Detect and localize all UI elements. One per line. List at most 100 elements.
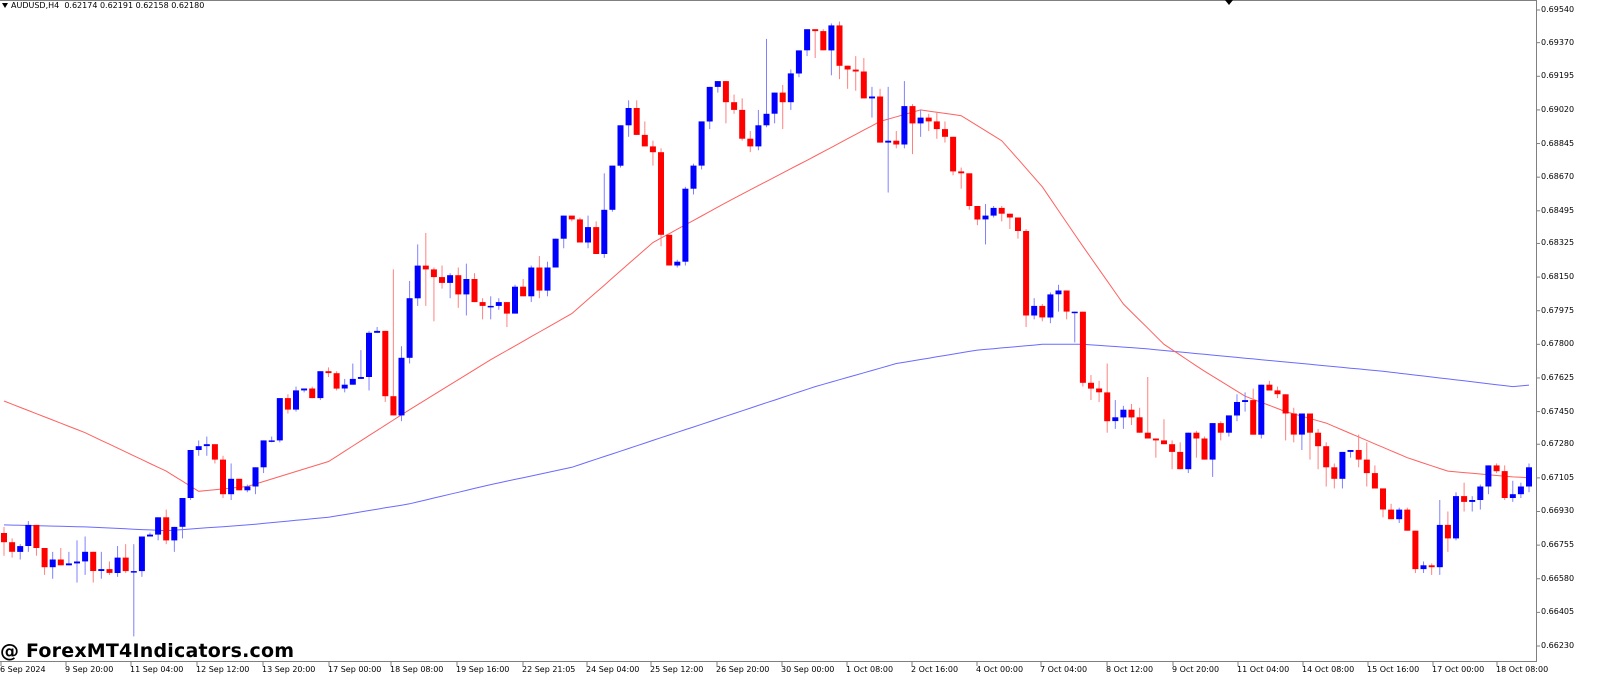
price-tick-label: 0.69370: [1541, 37, 1575, 47]
candle-body: [187, 450, 194, 498]
time-tick-label: 17 Oct 00:00: [1432, 665, 1485, 674]
price-tick-label: 0.66230: [1541, 641, 1575, 650]
candle-body: [633, 108, 640, 135]
candle-body: [722, 81, 729, 103]
candle-body: [925, 117, 932, 122]
collapse-triangle-icon[interactable]: [2, 3, 8, 8]
candle-body: [57, 559, 64, 566]
candle-body: [260, 440, 267, 468]
candle-body: [1031, 305, 1038, 316]
candle-body: [349, 378, 356, 385]
candle-body: [1185, 432, 1192, 470]
candle-body: [1112, 417, 1119, 422]
candle-body: [1428, 565, 1435, 568]
candle-body: [220, 459, 226, 495]
candle-body: [171, 526, 178, 541]
candle-body: [1404, 509, 1411, 531]
candle-body: [1234, 402, 1240, 416]
candle-body: [25, 524, 32, 546]
time-tick-label: 18 Oct 08:00: [1496, 665, 1549, 674]
candle-body: [852, 69, 859, 72]
candle-body: [333, 373, 340, 389]
candle-body: [382, 330, 389, 397]
candle-body: [195, 446, 202, 450]
candle-body: [674, 261, 681, 266]
candle-body: [1071, 311, 1078, 314]
candle-body: [341, 384, 348, 389]
candle-body: [649, 146, 656, 153]
candle-body: [755, 125, 762, 147]
candle-body: [1315, 432, 1322, 447]
candle-body: [1501, 471, 1508, 498]
time-tick-label: 22 Sep 21:05: [522, 665, 576, 674]
candle-body: [1526, 467, 1532, 487]
candle-body: [982, 215, 989, 220]
candle-body: [625, 108, 632, 126]
candle-body: [885, 140, 892, 143]
candle-body: [1104, 392, 1111, 422]
candle-body: [601, 209, 608, 254]
candle-body: [130, 571, 137, 573]
candle-body: [576, 219, 583, 243]
time-tick-label: 1 Oct 08:00: [846, 665, 894, 674]
candle-body: [1307, 413, 1313, 433]
candle-body: [1006, 213, 1013, 218]
candle-body: [9, 542, 16, 552]
candle-body: [236, 478, 243, 491]
candle-body: [1023, 231, 1030, 316]
candle-body: [374, 330, 381, 333]
candle-body: [917, 117, 924, 124]
candle-body: [1282, 394, 1289, 414]
candle-body: [1323, 446, 1330, 468]
time-tick-label: 8 Oct 12:00: [1106, 665, 1154, 674]
price-tick-label: 0.67975: [1541, 305, 1575, 315]
candle-body: [1517, 486, 1524, 495]
candle-body: [203, 444, 210, 447]
candle-body: [1217, 423, 1224, 433]
candle-body: [1128, 409, 1135, 418]
candle-body: [390, 396, 397, 416]
candle-body: [714, 81, 721, 87]
candle-body: [1047, 294, 1054, 318]
candle-body: [1015, 217, 1021, 231]
price-tick-label: 0.66580: [1541, 573, 1575, 583]
candle-body: [544, 267, 551, 291]
candle-body: [1039, 305, 1046, 318]
candle-body: [406, 298, 413, 358]
time-tick-label: 2 Oct 16:00: [911, 665, 959, 674]
candle-body: [731, 102, 738, 110]
candle-body: [1469, 500, 1476, 502]
candle-body: [122, 557, 129, 572]
candle-body: [179, 498, 186, 527]
candle-body: [1298, 413, 1305, 435]
ohlc-values: 0.62174 0.62191 0.62158 0.62180: [64, 1, 205, 10]
candle-body: [942, 129, 948, 137]
candle-body: [293, 390, 299, 410]
candle-body: [244, 486, 251, 491]
candle-body: [1136, 417, 1143, 433]
candle-body: [779, 92, 786, 103]
time-tick-label: 17 Sep 00:00: [328, 665, 382, 674]
chart-shift-marker-icon[interactable]: [1225, 0, 1233, 5]
candle-body: [49, 559, 56, 568]
candle-body: [568, 215, 575, 220]
candle-body: [877, 96, 884, 143]
candle-body: [1347, 450, 1354, 452]
price-tick-label: 0.67105: [1541, 472, 1575, 482]
candle-body: [276, 398, 283, 441]
candle-body: [820, 31, 827, 51]
candle-body: [617, 125, 624, 166]
candle-body: [228, 478, 235, 495]
candle-body: [1461, 496, 1468, 502]
candle-body: [512, 286, 518, 314]
candle-body: [1055, 290, 1062, 295]
candle-body: [658, 152, 664, 235]
candle-body: [869, 96, 875, 99]
candle-body: [74, 561, 80, 564]
watermark: @ ForexMT4Indicators.com: [0, 640, 295, 662]
candle-body: [1477, 486, 1484, 500]
time-tick-label: 24 Sep 04:00: [586, 665, 640, 674]
time-tick-label: 26 Sep 20:00: [716, 665, 770, 674]
